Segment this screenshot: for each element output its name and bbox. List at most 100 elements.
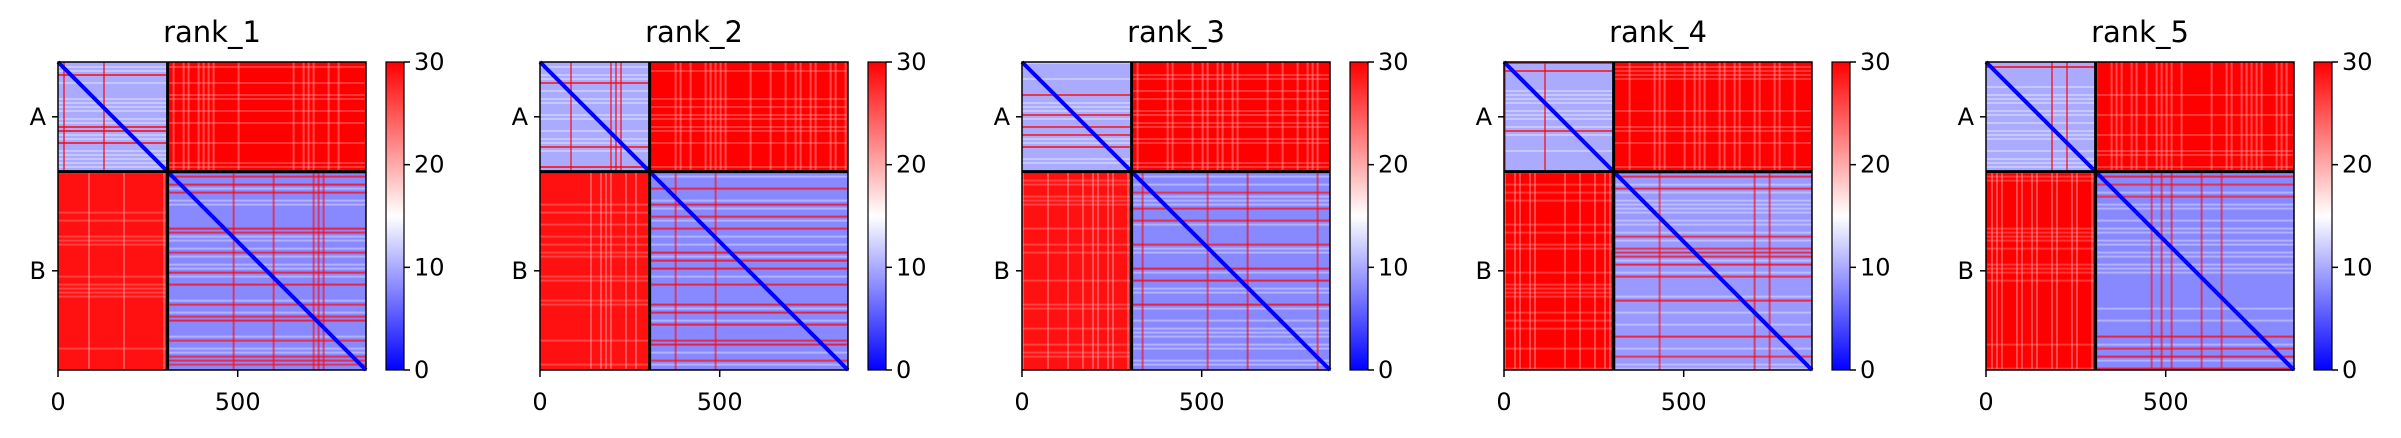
heatmap-frame	[57, 61, 367, 371]
heatmap-stripe	[1613, 70, 1812, 72]
heatmap-stripe	[2051, 62, 2053, 172]
heatmap-stripe	[1131, 335, 1330, 338]
y-tick-label: B	[512, 257, 528, 285]
heatmap-stripe	[1773, 62, 1776, 172]
heatmap-stripe	[58, 150, 168, 152]
heatmap-stripe	[1131, 303, 1330, 306]
heatmap-stripe	[1986, 271, 2096, 274]
heatmap-stripe	[610, 62, 612, 172]
heatmap-stripe	[2210, 62, 2213, 172]
heatmap-stripe	[2095, 367, 2294, 370]
heatmap-stripe	[1613, 355, 1812, 358]
heatmap-stripe	[1613, 166, 1812, 168]
heatmap-stripe	[2170, 62, 2173, 172]
heatmap-stripe	[1986, 158, 2096, 160]
heatmap-stripe	[2130, 62, 2133, 172]
heatmap-stripe	[1221, 62, 1224, 172]
heatmap-stripe	[167, 303, 366, 306]
heatmap-stripe	[1718, 62, 1721, 172]
heatmap-stripe	[1991, 171, 1993, 370]
heatmap-stripe	[167, 98, 366, 100]
heatmap-stripe	[1986, 175, 2096, 178]
heatmap-stripe	[58, 66, 168, 68]
heatmap-stripe	[317, 171, 320, 370]
heatmap-stripe	[2155, 62, 2158, 172]
heatmap-stripe	[1613, 130, 1812, 132]
heatmap-stripe	[58, 142, 168, 144]
heatmap-stripe	[540, 363, 650, 366]
heatmap-stripe	[1996, 171, 1998, 370]
heatmap-stripe	[1246, 171, 1249, 370]
heatmap-stripe	[167, 122, 366, 124]
heatmap-stripe	[1519, 171, 1521, 370]
heatmap-stripe	[1306, 62, 1309, 172]
heatmap-stripe	[2095, 355, 2294, 358]
heatmap-stripe	[1022, 355, 1132, 358]
heatmap-stripe	[1986, 98, 2096, 100]
heatmap-stripe	[1316, 171, 1319, 370]
heatmap-stripe	[2095, 359, 2294, 362]
heatmap-stripe	[1564, 171, 1566, 370]
heatmap-stripe	[1022, 343, 1132, 346]
heatmap-stripe	[2071, 171, 2073, 370]
heatmap-stripe	[182, 62, 185, 172]
x-tick-label: 0	[50, 388, 65, 416]
heatmap-stripe	[58, 110, 168, 112]
heatmap-stripe	[2095, 183, 2294, 186]
heatmap-stripe	[167, 255, 366, 258]
heatmap-stripe	[58, 239, 168, 242]
heatmap-stripe	[197, 62, 200, 172]
heatmap-stripe	[679, 62, 682, 172]
heatmap-stripe	[1022, 110, 1132, 112]
heatmap-cells	[538, 60, 850, 372]
heatmap-stripe	[58, 219, 168, 222]
heatmap-stripe	[540, 90, 650, 92]
heatmap-stripe	[1171, 62, 1174, 172]
heatmap-stripe	[649, 166, 848, 168]
heatmap-stripe	[1136, 62, 1139, 172]
heatmap-stripe	[2076, 171, 2078, 370]
x-tick-label: 500	[1661, 388, 1707, 416]
chart-title: rank_3	[1127, 15, 1225, 49]
heatmap-stripe	[58, 347, 168, 350]
heatmap-stripe	[649, 351, 848, 354]
heatmap-stripe	[167, 355, 366, 358]
heatmap-stripe	[58, 74, 168, 76]
heatmap-stripe	[2230, 62, 2233, 172]
heatmap-stripe	[540, 203, 650, 206]
heatmap-stripe	[1986, 179, 2096, 182]
heatmap-stripe	[58, 130, 168, 132]
heatmap-stripe	[167, 199, 366, 202]
heatmap-stripe	[1613, 199, 1812, 202]
heatmap-stripe	[1311, 62, 1314, 172]
heatmap-stripe	[167, 183, 366, 186]
x-tick-label: 500	[215, 388, 261, 416]
heatmap-stripe	[1613, 247, 1812, 250]
heatmap-stripe	[167, 110, 366, 112]
heatmap-stripe	[649, 126, 848, 128]
heatmap-stripe	[167, 203, 366, 206]
heatmap-cells	[1020, 60, 1332, 372]
heatmap-stripe	[58, 70, 168, 72]
heatmap-stripe	[1131, 98, 1330, 100]
colorbar-tick-label: 30	[414, 48, 445, 76]
heatmap-stripe	[1131, 307, 1330, 310]
heatmap-stripe	[1206, 62, 1209, 172]
heatmap-stripe	[1986, 235, 2096, 238]
heatmap-stripe	[58, 291, 168, 294]
y-tick-label: B	[994, 257, 1010, 285]
y-tick-label: A	[994, 103, 1011, 131]
heatmap-stripe	[1613, 259, 1812, 262]
colorbar-tick-label: 30	[1860, 48, 1891, 76]
heatmap-stripe	[302, 62, 305, 172]
heatmap-stripe	[2095, 227, 2294, 230]
heatmap-stripe	[167, 162, 366, 164]
heatmap-stripe	[1698, 62, 1701, 172]
heatmap-stripe	[1613, 207, 1812, 210]
heatmap-diagonal	[538, 60, 652, 174]
heatmap-stripe	[2016, 171, 2018, 370]
heatmap-stripe	[1131, 291, 1330, 294]
colorbar-tick-label: 0	[1860, 356, 1875, 384]
heatmap-stripe	[1022, 327, 1132, 330]
heatmap-stripe	[1092, 171, 1094, 370]
